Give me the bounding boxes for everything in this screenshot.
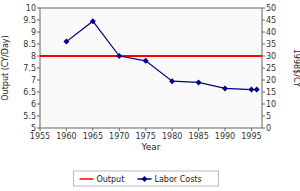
- y-axis-label: Output (CY/Day): [1, 35, 10, 100]
- y-tick: [37, 116, 40, 117]
- plot-frame: [40, 8, 262, 128]
- y-tick: [37, 104, 40, 105]
- y2-tick-label: 5: [266, 112, 271, 121]
- y2-tick-label: 0: [266, 124, 271, 133]
- y-tick: [37, 20, 40, 21]
- y2-tick-label: 15: [266, 88, 276, 97]
- x-tick: [92, 128, 93, 131]
- x-tick-label: 1985: [188, 132, 208, 141]
- x-axis-label: Year: [140, 142, 160, 152]
- y-tick: [37, 92, 40, 93]
- legend-label: Labor Costs: [155, 175, 202, 184]
- x-tick-label: 1960: [56, 132, 76, 141]
- y-tick-label: 9: [31, 28, 36, 37]
- x-tick-label: 1990: [215, 132, 235, 141]
- y2-tick-label: 45: [266, 16, 276, 25]
- y2-tick: [262, 20, 265, 21]
- y2-tick: [262, 80, 265, 81]
- series-line: [66, 21, 256, 89]
- point: [169, 78, 175, 84]
- y-tick: [37, 68, 40, 69]
- y-tick-label: 8: [31, 52, 36, 61]
- y2-axis-label: 1998$/CY: [292, 49, 300, 88]
- y-tick-label: 8.5: [23, 40, 36, 49]
- point: [143, 58, 149, 64]
- y2-tick-label: 30: [266, 52, 276, 61]
- y2-tick-label: 50: [266, 4, 276, 13]
- x-tick: [198, 128, 199, 131]
- y2-tick-label: 20: [266, 76, 276, 85]
- legend-swatch: [80, 178, 94, 180]
- y2-tick-label: 10: [266, 100, 276, 109]
- x-tick: [172, 128, 173, 131]
- y-tick: [37, 8, 40, 9]
- y2-tick: [262, 44, 265, 45]
- y-tick: [37, 80, 40, 81]
- chart: 1955 1960 1965 1970 1975 1980 1985 1990 1995 5 5.5…: [0, 0, 300, 191]
- x-tick: [119, 128, 120, 131]
- y-tick-label: 7.5: [23, 64, 36, 73]
- point: [254, 87, 260, 93]
- x-tick: [225, 128, 226, 131]
- series-group: [40, 18, 262, 92]
- y-tick-label: 7: [31, 76, 36, 85]
- y2-tick: [262, 32, 265, 33]
- y-tick-label: 9.5: [23, 16, 36, 25]
- x-tick-label: 1995: [241, 132, 261, 141]
- y2-tick: [262, 68, 265, 69]
- legend-marker: [142, 176, 148, 182]
- x-tick-label: 1970: [109, 132, 129, 141]
- point: [90, 18, 96, 24]
- y2-tick: [262, 128, 265, 129]
- point: [248, 87, 254, 93]
- point: [196, 79, 202, 85]
- x-tick: [251, 128, 252, 131]
- point: [116, 53, 122, 59]
- y-tick-label: 6.5: [23, 88, 36, 97]
- x-tick: [66, 128, 67, 131]
- x-tick: [145, 128, 146, 131]
- y-tick: [37, 56, 40, 57]
- y2-tick-label: 25: [266, 64, 276, 73]
- x-tick-label: 1955: [30, 132, 50, 141]
- y2-tick: [262, 56, 265, 57]
- x-tick-label: 1965: [83, 132, 103, 141]
- y-tick: [37, 128, 40, 129]
- y-tick-label: 5: [31, 124, 36, 133]
- y-tick: [37, 44, 40, 45]
- y-tick-label: 6: [31, 100, 36, 109]
- y-tick-label: 10: [26, 4, 36, 13]
- series-line: [40, 55, 262, 57]
- y2-tick: [262, 92, 265, 93]
- y2-tick: [262, 116, 265, 117]
- point: [63, 39, 69, 45]
- y-tick-label: 5.5: [23, 112, 36, 121]
- x-tick-label: 1980: [162, 132, 182, 141]
- x-tick-label: 1975: [136, 132, 156, 141]
- y2-tick-label: 40: [266, 28, 276, 37]
- y-tick: [37, 32, 40, 33]
- y2-tick-label: 35: [266, 40, 276, 49]
- y2-tick: [262, 8, 265, 9]
- y2-tick: [262, 104, 265, 105]
- point: [222, 85, 228, 91]
- legend-box: [74, 171, 219, 186]
- legend: Output Labor Costs: [74, 171, 219, 186]
- legend-label: Output: [97, 175, 125, 184]
